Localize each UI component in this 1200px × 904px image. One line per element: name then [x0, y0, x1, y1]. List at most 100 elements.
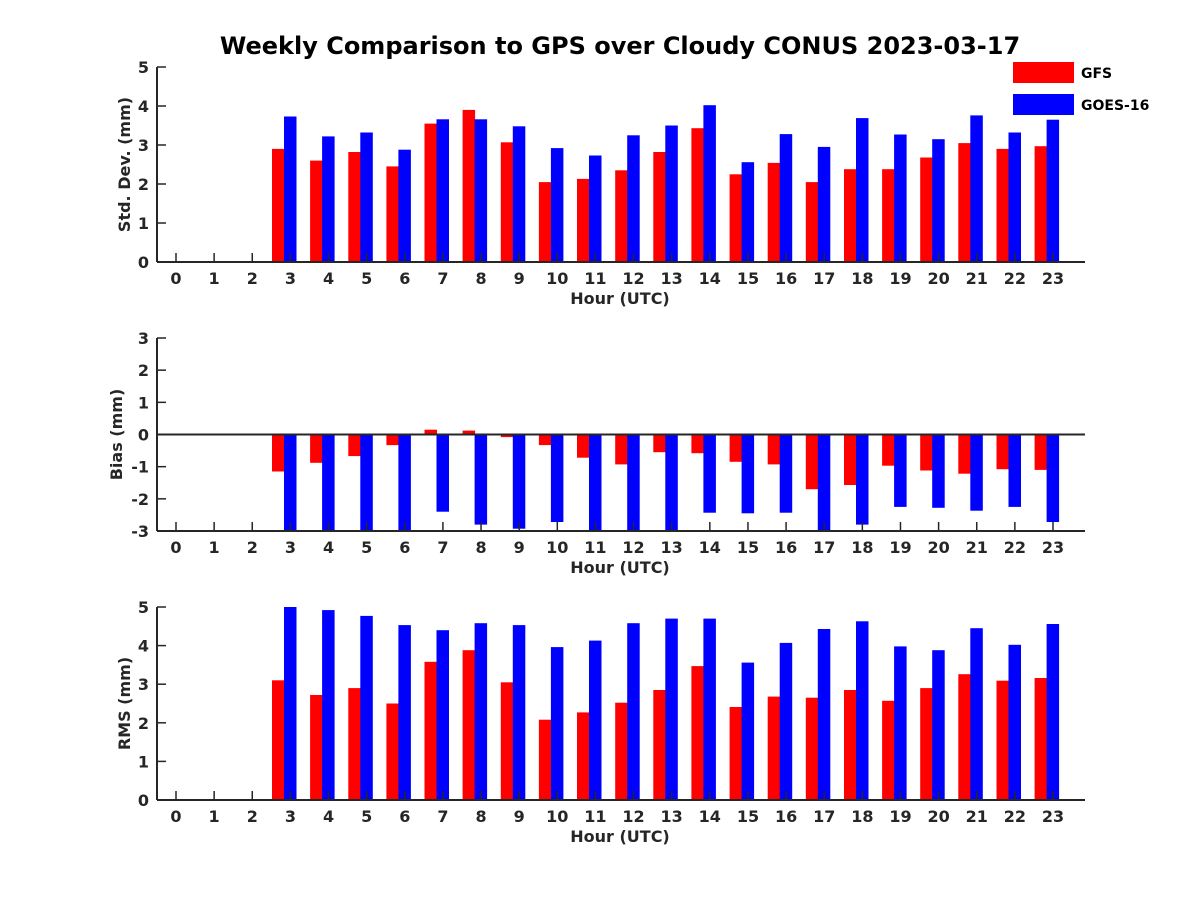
bar-goes-16-hour-5: [360, 434, 373, 531]
bar-goes-16-hour-5: [360, 132, 373, 262]
y-tick-label: 1: [138, 214, 149, 233]
bar-goes-16-hour-18: [856, 118, 869, 262]
y-axis-label: Std. Dev. (mm): [115, 97, 134, 232]
x-tick-label: 11: [584, 807, 606, 826]
y-tick-label: -3: [131, 522, 149, 541]
bar-gfs-hour-16: [767, 696, 781, 800]
bar-gfs-hour-4: [310, 434, 323, 463]
x-tick-label: 5: [361, 269, 372, 288]
x-tick-label: 15: [737, 807, 759, 826]
bar-goes-16-hour-11: [589, 434, 602, 531]
bar-gfs-hour-4: [310, 695, 323, 800]
bar-goes-16-hour-13: [665, 434, 678, 531]
bar-gfs-hour-8: [462, 430, 476, 435]
bar-gfs-hour-23: [1034, 434, 1048, 470]
bar-goes-16-hour-15: [741, 434, 755, 514]
bar-goes-16-hour-9: [512, 625, 526, 800]
x-tick-label: 9: [514, 807, 525, 826]
bar-goes-16-hour-11: [589, 155, 602, 262]
bar-gfs-hour-9: [500, 682, 514, 800]
bar-gfs-hour-9: [500, 142, 514, 262]
bar-goes-16-hour-14: [703, 105, 716, 262]
x-tick-label: 3: [285, 269, 296, 288]
legend-label-goes-16: GOES-16: [1081, 98, 1149, 114]
bar-gfs-hour-7: [424, 429, 437, 435]
bar-gfs-hour-6: [386, 703, 399, 800]
legend-label-gfs: GFS: [1081, 66, 1112, 82]
bar-gfs-hour-15: [729, 174, 743, 263]
bar-gfs-hour-7: [424, 123, 437, 262]
bar-gfs-hour-21: [958, 143, 971, 262]
bar-gfs-hour-16: [767, 162, 781, 262]
x-tick-label: 8: [475, 269, 486, 288]
bar-gfs-hour-10: [538, 182, 552, 262]
x-tick-label: 0: [170, 807, 181, 826]
bar-gfs-hour-3: [272, 680, 285, 800]
x-tick-label: 11: [584, 538, 606, 557]
bar-gfs-hour-20: [920, 157, 933, 262]
x-tick-label: 9: [514, 269, 525, 288]
bar-goes-16-hour-16: [779, 134, 793, 262]
bar-goes-16-hour-12: [627, 434, 640, 531]
bar-goes-16-hour-9: [512, 126, 526, 262]
bar-gfs-hour-22: [996, 434, 1009, 470]
y-tick-label: -2: [131, 490, 149, 509]
x-tick-label: 13: [661, 269, 683, 288]
bar-goes-16-hour-23: [1046, 624, 1060, 800]
bar-goes-16-hour-14: [703, 618, 716, 800]
bar-goes-16-hour-11: [589, 640, 602, 800]
x-axis-label: Hour (UTC): [570, 558, 670, 577]
x-tick-label: 22: [1004, 269, 1026, 288]
bar-gfs-hour-8: [462, 109, 476, 263]
bar-goes-16-hour-6: [398, 149, 411, 262]
x-tick-label: 18: [851, 269, 873, 288]
bar-goes-16-hour-17: [817, 629, 831, 800]
bar-gfs-hour-10: [538, 719, 552, 800]
bar-goes-16-hour-22: [1008, 434, 1021, 507]
bar-gfs-hour-6: [386, 166, 399, 262]
bar-gfs-hour-21: [958, 674, 971, 800]
x-tick-label: 13: [661, 807, 683, 826]
y-tick-label: 1: [138, 393, 149, 412]
bar-gfs-hour-20: [920, 434, 933, 471]
y-tick-label: 2: [138, 361, 149, 380]
x-tick-label: 8: [475, 538, 486, 557]
bar-goes-16-hour-8: [474, 119, 488, 262]
bar-gfs-hour-5: [348, 152, 361, 262]
bar-goes-16-hour-20: [932, 139, 945, 262]
x-tick-label: 20: [927, 807, 949, 826]
bar-goes-16-hour-4: [322, 610, 335, 800]
x-tick-label: 19: [889, 807, 911, 826]
bar-gfs-hour-13: [653, 690, 666, 800]
bar-goes-16-hour-4: [322, 434, 335, 531]
bar-goes-16-hour-21: [970, 115, 983, 263]
bar-goes-16-hour-22: [1008, 644, 1021, 800]
bar-goes-16-hour-10: [550, 434, 564, 522]
x-tick-label: 14: [699, 269, 721, 288]
bar-gfs-hour-8: [462, 650, 476, 800]
x-tick-label: 17: [813, 269, 835, 288]
x-tick-label: 23: [1042, 807, 1064, 826]
bar-gfs-hour-23: [1034, 146, 1048, 262]
bar-goes-16-hour-3: [284, 434, 297, 531]
x-tick-label: 10: [546, 269, 568, 288]
y-tick-label: 3: [138, 329, 149, 348]
x-tick-label: 11: [584, 269, 606, 288]
y-tick-label: 4: [138, 637, 149, 656]
x-tick-label: 10: [546, 538, 568, 557]
bar-gfs-hour-23: [1034, 678, 1048, 800]
y-tick-label: 0: [138, 253, 149, 272]
x-tick-label: 2: [247, 807, 258, 826]
x-tick-label: 7: [437, 269, 448, 288]
bar-goes-16-hour-4: [322, 136, 335, 262]
bar-gfs-hour-12: [615, 702, 628, 800]
bar-gfs-hour-12: [615, 434, 628, 465]
x-tick-label: 12: [622, 269, 644, 288]
bar-gfs-hour-16: [767, 434, 781, 465]
x-tick-label: 6: [399, 538, 410, 557]
bar-gfs-hour-14: [691, 434, 704, 454]
x-tick-label: 21: [966, 269, 988, 288]
bar-goes-16-hour-16: [779, 642, 793, 800]
